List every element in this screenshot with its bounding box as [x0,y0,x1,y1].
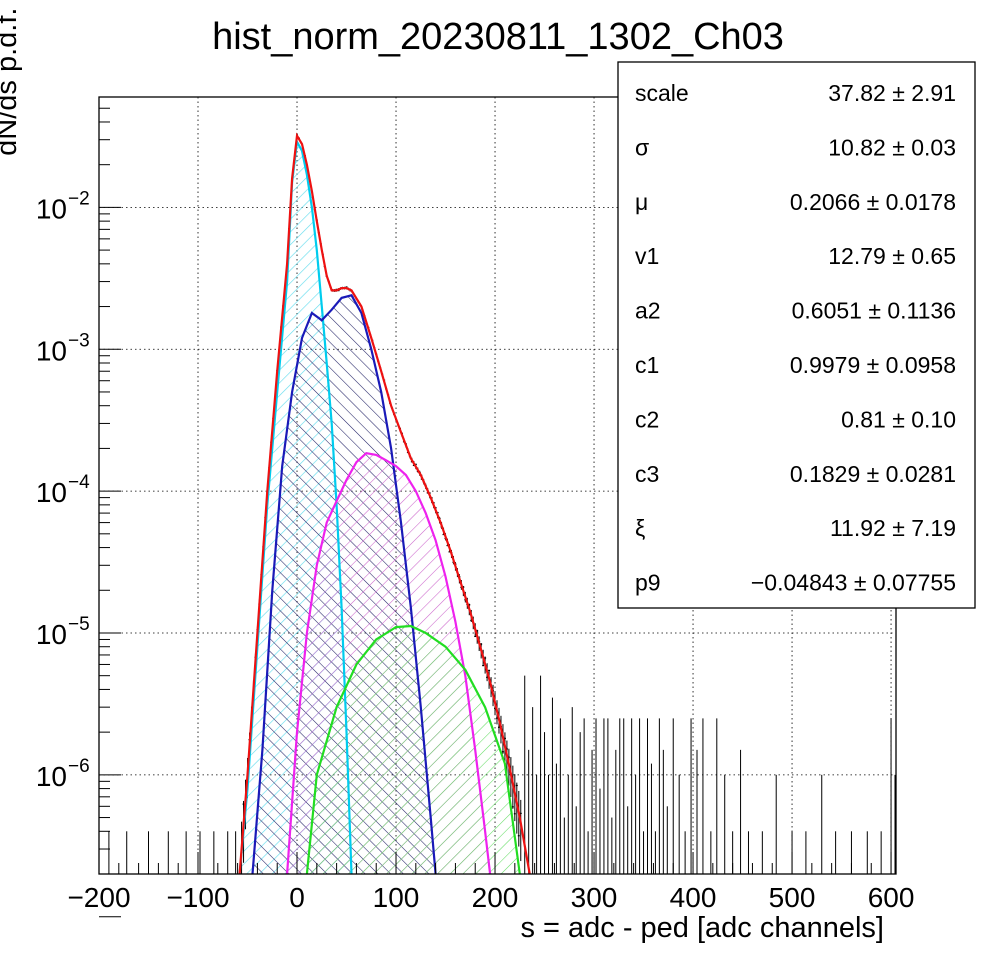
stats-row-name: c3 [635,461,659,487]
chart-title: hist_norm_20230811_1302_Ch03 [212,16,784,58]
y-tick-exponent: −3 [68,330,90,351]
y-tick-exponent: −2 [68,188,90,209]
y-axis-label: dN/ds p.d.f. [a.u.] [0,0,23,156]
stats-row-value: 0.6051 ± 0.1136 [792,298,956,324]
y-tick-base: 10 [36,335,67,366]
x-tick-label: 0 [289,882,305,913]
y-tick-base: 10 [36,619,67,650]
x-tick-label: 200 [472,882,519,913]
x-tick-label: 500 [769,882,816,913]
x-tick-label: −100 [166,882,229,913]
component-fills [239,141,520,874]
x-tick-label: 400 [670,882,717,913]
y-tick-label: 10 [36,761,67,792]
y-tick-label: 10 [36,193,67,224]
y-tick-label: 10 [36,335,67,366]
stats-row-name: c2 [635,406,659,432]
y-tick-base: 10 [36,761,67,792]
fit-curves [238,132,531,874]
x-tick-labels: −200 −100 0 100 200 300 400 500 600 [67,882,914,913]
stats-row-name: scale [635,80,689,106]
stats-row-value: 12.79 ± 0.65 [828,243,956,269]
stats-row-name: v1 [635,243,659,269]
stats-row-name: σ [635,134,649,160]
y-tick-exponent: −4 [68,472,90,493]
stats-row-name: μ [635,189,648,215]
stats-row-value: 37.82 ± 2.91 [828,80,956,106]
stats-row-name: p9 [635,570,661,596]
stats-row-name: c1 [635,352,659,378]
stats-row-name: a2 [635,298,661,324]
stats-row-value: 10.82 ± 0.03 [828,134,956,160]
stats-row-value: 11.92 ± 7.19 [830,515,956,541]
stats-row-value: 0.81 ± 0.10 [841,406,956,432]
y-tick-base: 10 [36,477,67,508]
stats-rows: scale 37.82 ± 2.91 σ 10.82 ± 0.03 μ 0.2066 ± … [635,80,956,596]
x-axis-label: s = adc - ped [adc channels] [520,912,884,944]
component-green-curve [305,624,521,874]
y-tick-label: 10 [36,477,67,508]
stats-row-value: 0.2066 ± 0.0178 [790,189,956,215]
total-fit-curve [238,132,531,874]
y-tick-label: 10 [36,619,67,650]
component-blue-curve [251,294,437,874]
y-tick-exponent: −5 [68,614,90,635]
x-tick-label: 100 [373,882,420,913]
component-magenta-curve [286,452,492,874]
stats-box-frame [617,61,976,609]
x-tick-label: −200 [67,882,130,913]
stats-row-value: 0.1829 ± 0.0281 [790,461,956,487]
axis-ticks [98,96,892,918]
stats-row-value: 0.9979 ± 0.0958 [790,352,956,378]
stats-row-name: ξ [635,515,645,541]
stats-row-value: −0.04843 ± 0.07755 [751,570,956,596]
fit-stats-box: scale 37.82 ± 2.91 σ 10.82 ± 0.03 μ 0.2066 ± … [617,61,976,609]
y-tick-exponent: −6 [68,756,90,777]
x-tick-label: 600 [868,882,915,913]
y-tick-labels: 10−210−310−410−510−6 [36,188,90,791]
x-tick-label: 300 [571,882,618,913]
y-tick-base: 10 [36,193,67,224]
